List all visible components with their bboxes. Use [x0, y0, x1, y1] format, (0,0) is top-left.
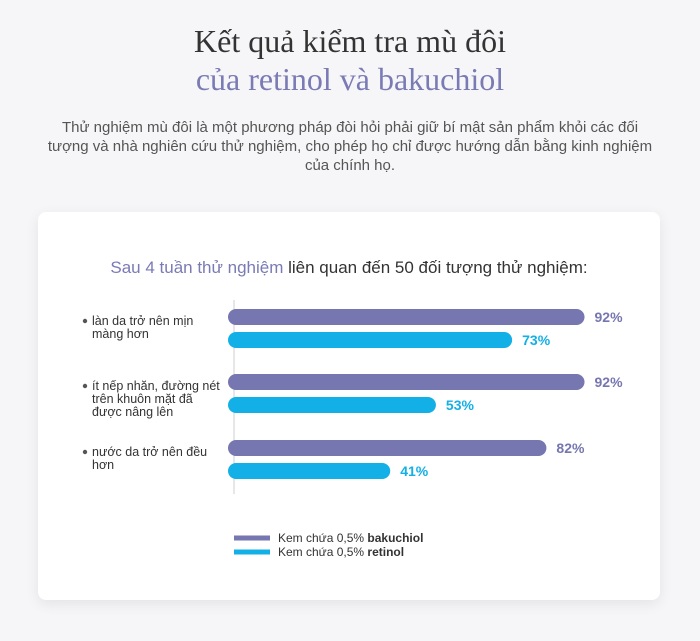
value-label-retinol: 53% — [446, 397, 475, 413]
category-label: ít nếp nhăn, đường nét trên khuôn mặt đã đ… — [92, 379, 220, 419]
legend-prefix: Kem chứa 0,5% — [278, 531, 367, 545]
category-label-line: trên khuôn mặt đã — [92, 392, 193, 406]
value-label-retinol: 73% — [522, 332, 551, 348]
category-label-line: ít nếp nhăn, đường nét — [92, 379, 220, 393]
category-label-line: được nâng lên — [92, 405, 173, 419]
bar-retinol — [228, 463, 391, 479]
category-label-line: làn da trở nên mịn — [92, 314, 193, 328]
bar-retinol — [228, 397, 436, 413]
bar-bakuchiol — [228, 440, 547, 456]
bar-chart: làn da trở nên mịn màng hơn 92% 73% ít nếp n… — [82, 300, 624, 559]
category-label-line: nước da trở nên đều — [92, 445, 207, 459]
legend-entry-bakuchiol: Kem chứa 0,5% bakuchiol — [278, 531, 423, 545]
category-bullet — [82, 449, 88, 455]
value-label-bakuchiol: 82% — [556, 440, 585, 456]
bar-bakuchiol — [228, 309, 585, 325]
value-label-bakuchiol: 92% — [595, 374, 624, 390]
category-label-line: hơn — [92, 458, 114, 472]
legend-prefix: Kem chứa 0,5% — [278, 545, 367, 559]
title-line-2: của retinol và bakuchiol — [195, 61, 505, 97]
intro-text: Thử nghiệm mù đôi là một phương pháp đòi… — [47, 119, 653, 174]
value-label-retinol: 41% — [400, 463, 429, 479]
category-bullet — [82, 318, 88, 324]
bar-retinol — [228, 332, 513, 348]
chart-title-highlight: Sau 4 tuần thử nghiệm — [110, 258, 284, 277]
category-label-line: màng hơn — [92, 327, 149, 341]
category-bullet — [82, 383, 88, 389]
chart-card: Sau 4 tuần thử nghiệm liên quan đến 50 đ… — [38, 212, 660, 600]
page-title: Kết quả kiểm tra mù đôi của retinol và b… — [0, 22, 700, 98]
legend-name: bakuchiol — [367, 531, 423, 545]
category-label: làn da trở nên mịn màng hơn — [92, 314, 193, 341]
title-line-1: Kết quả kiểm tra mù đôi — [194, 23, 506, 59]
chart-title-rest: liên quan đến 50 đối tượng thử nghiệm: — [283, 258, 588, 277]
category-label: nước da trở nên đều hơn — [92, 445, 207, 472]
chart-title: Sau 4 tuần thử nghiệm liên quan đến 50 đ… — [38, 258, 660, 278]
value-label-bakuchiol: 92% — [595, 309, 624, 325]
legend-name: retinol — [367, 545, 404, 559]
legend-entry-retinol: Kem chứa 0,5% retinol — [278, 545, 404, 559]
bar-bakuchiol — [228, 374, 585, 390]
